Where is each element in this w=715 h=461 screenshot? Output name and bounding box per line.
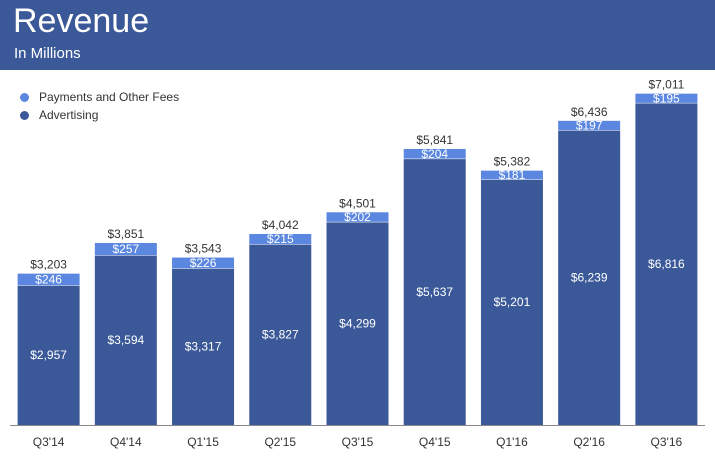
data-label-advertising: $5,201 xyxy=(494,295,531,309)
data-label-total: $4,042 xyxy=(262,218,299,232)
legend-swatch-advertising xyxy=(20,110,29,120)
x-tick-label: Q2'16 xyxy=(573,435,605,449)
legend-label-payments: Payments and Other Fees xyxy=(39,90,180,104)
bar-advertising xyxy=(480,179,543,425)
x-tick-label: Q3'16 xyxy=(651,435,683,449)
data-label-advertising: $3,594 xyxy=(107,333,144,347)
x-tick-label: Q4'14 xyxy=(110,435,142,449)
data-label-payments: $204 xyxy=(421,147,448,161)
data-label-payments: $215 xyxy=(267,232,294,246)
data-label-advertising: $3,827 xyxy=(262,328,299,342)
bar-payments xyxy=(558,120,621,131)
x-tick-label: Q3'14 xyxy=(33,435,65,449)
legend-swatch-payments xyxy=(20,92,29,102)
bar-advertising xyxy=(94,255,157,425)
legend-item-advertising: Advertising xyxy=(20,106,179,124)
chart-header: Revenue In Millions xyxy=(0,0,715,70)
chart-title: Revenue xyxy=(13,2,150,40)
data-label-total: $6,436 xyxy=(571,105,608,119)
bar-payments xyxy=(635,93,698,103)
data-label-total: $5,382 xyxy=(494,155,531,169)
data-label-payments: $202 xyxy=(344,210,371,224)
data-label-payments: $226 xyxy=(190,256,217,270)
data-label-payments: $181 xyxy=(499,168,526,182)
data-label-payments: $197 xyxy=(576,118,603,132)
chart-legend: Payments and Other Fees Advertising xyxy=(20,88,179,124)
data-label-payments: $195 xyxy=(653,91,680,105)
bar-payments xyxy=(249,233,312,245)
data-label-payments: $246 xyxy=(35,272,62,286)
bar-advertising xyxy=(635,102,698,426)
legend-label-advertising: Advertising xyxy=(39,108,99,122)
bar-payments xyxy=(94,243,157,256)
bar-payments xyxy=(17,273,80,286)
bar-advertising xyxy=(403,158,466,425)
data-label-advertising: $3,317 xyxy=(185,340,222,354)
revenue-chart: $2,957 $246$3,203 Q3'14 $3,594 $257$3,851 Q4'… xyxy=(10,78,705,449)
x-tick-label: Q1'15 xyxy=(187,435,219,449)
data-label-total: $3,203 xyxy=(30,258,67,272)
data-label-advertising: $6,816 xyxy=(648,257,685,271)
bar-advertising xyxy=(326,221,389,425)
bar-advertising xyxy=(17,285,80,425)
data-label-advertising: $6,239 xyxy=(571,271,608,285)
chart-subtitle: In Millions xyxy=(14,45,81,62)
data-label-advertising: $4,299 xyxy=(339,316,376,330)
x-tick-label: Q3'15 xyxy=(342,435,374,449)
bar-payments xyxy=(480,170,543,180)
data-label-total: $5,841 xyxy=(416,133,453,147)
bar-advertising xyxy=(558,130,621,425)
x-tick-label: Q2'15 xyxy=(264,435,296,449)
data-label-total: $3,543 xyxy=(185,242,222,256)
legend-item-payments: Payments and Other Fees xyxy=(20,88,179,106)
x-tick-label: Q4'15 xyxy=(419,435,451,449)
bar-advertising xyxy=(172,268,235,425)
data-label-total: $7,011 xyxy=(648,78,684,92)
data-label-payments: $257 xyxy=(112,242,139,256)
bar-payments xyxy=(403,148,466,159)
data-label-advertising: $5,637 xyxy=(416,285,453,299)
bar-payments xyxy=(172,257,235,269)
bar-payments xyxy=(326,212,389,222)
x-tick-label: Q1'16 xyxy=(496,435,528,449)
bar-advertising xyxy=(249,244,312,425)
data-label-advertising: $2,957 xyxy=(30,348,67,362)
data-label-total: $3,851 xyxy=(107,227,144,241)
data-label-total: $4,501 xyxy=(339,196,376,210)
